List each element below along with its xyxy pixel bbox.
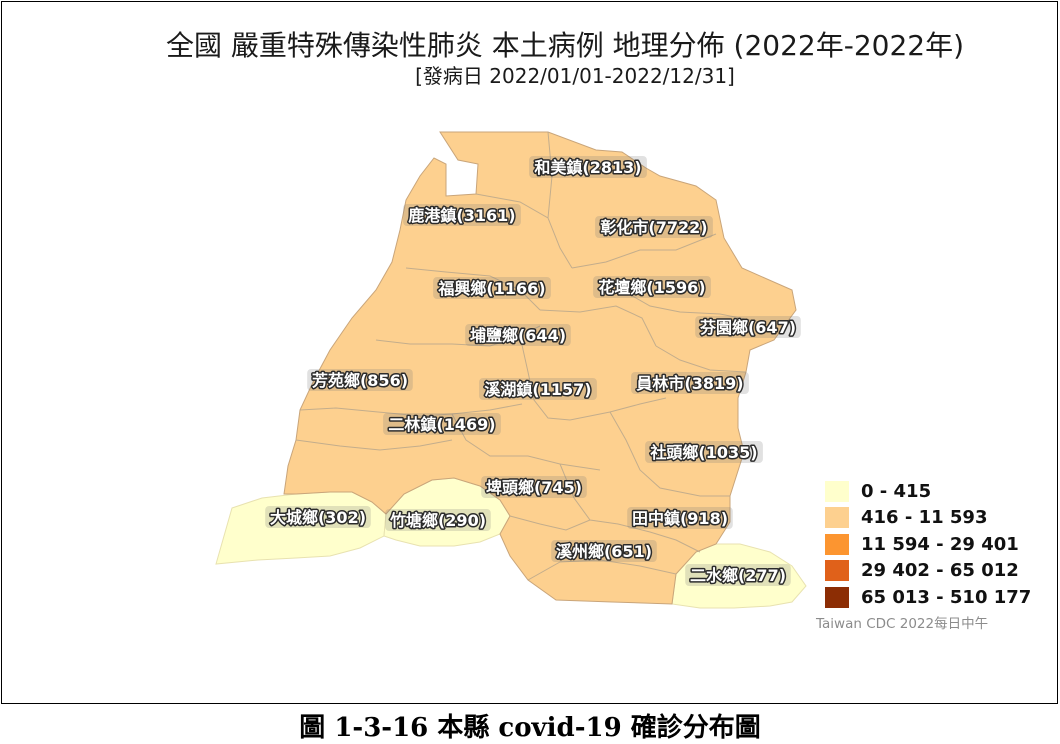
region-label-bg <box>631 372 749 394</box>
region-label-bg <box>465 324 571 346</box>
region-label: 和美鎮(2813) <box>534 158 641 177</box>
region-label: 二林鎮(1469) <box>388 415 495 434</box>
region-label-bg <box>433 277 551 299</box>
map-title: 全國 嚴重特殊傳染性肺炎 本土病例 地理分佈 (2022年-2022年) <box>165 29 965 62</box>
region-label: 溪州鄉(651) <box>556 542 652 561</box>
legend-swatch <box>825 507 849 529</box>
legend: 0 - 415 416 - 11 593 11 594 - 29 401 29 402… <box>825 478 1031 611</box>
region-label: 田中鎮(918) <box>632 509 728 528</box>
legend-label: 11 594 - 29 401 <box>861 533 1019 555</box>
region-label: 竹塘鄉(290) <box>389 511 486 530</box>
legend-item: 65 013 - 510 177 <box>825 584 1031 611</box>
region-label: 福興鄉(1166) <box>437 279 545 298</box>
region-label-bg <box>595 216 713 238</box>
region-label-bg <box>529 156 647 178</box>
region-label-bg <box>479 378 597 400</box>
region-label-bg <box>593 276 711 298</box>
legend-swatch <box>825 533 849 555</box>
legend-item: 0 - 415 <box>825 478 1031 505</box>
region-label: 大城鄉(302) <box>270 508 366 527</box>
region-label: 員林市(3819) <box>635 374 743 393</box>
region-label-bg <box>403 204 521 226</box>
region-label-bg <box>481 476 587 498</box>
district-boundaries <box>295 131 761 581</box>
region-label-bg <box>627 507 733 529</box>
region-label-bg <box>695 316 801 338</box>
choropleth-map: 和美鎮(2813) 鹿港鎮(3161) 彰化市(7722) 福興鄉(1166) 花壇鄉(… <box>215 131 807 609</box>
region-label: 二水鄉(277) <box>690 566 786 585</box>
region-label: 溪湖鎮(1157) <box>484 380 591 399</box>
legend-item: 11 594 - 29 401 <box>825 531 1031 558</box>
legend-item: 416 - 11 593 <box>825 505 1031 532</box>
region-label-bg <box>307 369 413 391</box>
legend-label: 65 013 - 510 177 <box>861 586 1032 608</box>
legend-item: 29 402 - 65 012 <box>825 558 1031 585</box>
region-label: 芳苑鄉(856) <box>312 371 408 390</box>
source-credit: Taiwan CDC 2022每日中午 <box>816 616 989 632</box>
region-label: 埔鹽鄉(644) <box>470 326 566 345</box>
legend-label: 416 - 11 593 <box>861 507 988 529</box>
region-label: 芬園鄉(647) <box>699 318 796 337</box>
region-label-bg <box>385 509 491 531</box>
region-label-bg <box>551 540 657 562</box>
region-label: 彰化市(7722) <box>600 218 707 237</box>
legend-label: 29 402 - 65 012 <box>861 560 1019 582</box>
region-label-bg <box>645 441 763 463</box>
legend-swatch <box>825 480 849 502</box>
legend-swatch <box>825 560 849 582</box>
legend-label: 0 - 415 <box>861 480 932 502</box>
region-label-bg <box>685 564 791 586</box>
map-subtitle: [發病日 2022/01/01-2022/12/31] <box>415 64 735 88</box>
figure-caption: 圖 1-3-16 本縣 covid-19 確診分布圖 <box>299 713 761 743</box>
legend-swatch <box>825 586 849 608</box>
region-label: 花壇鄉(1596) <box>598 278 705 297</box>
region-label-bg <box>265 506 371 528</box>
region-label-bg <box>383 413 501 435</box>
region-label: 鹿港鎮(3161) <box>408 206 515 225</box>
region-label: 社頭鄉(1035) <box>649 443 757 462</box>
region-label: 埤頭鄉(745) <box>486 478 582 497</box>
